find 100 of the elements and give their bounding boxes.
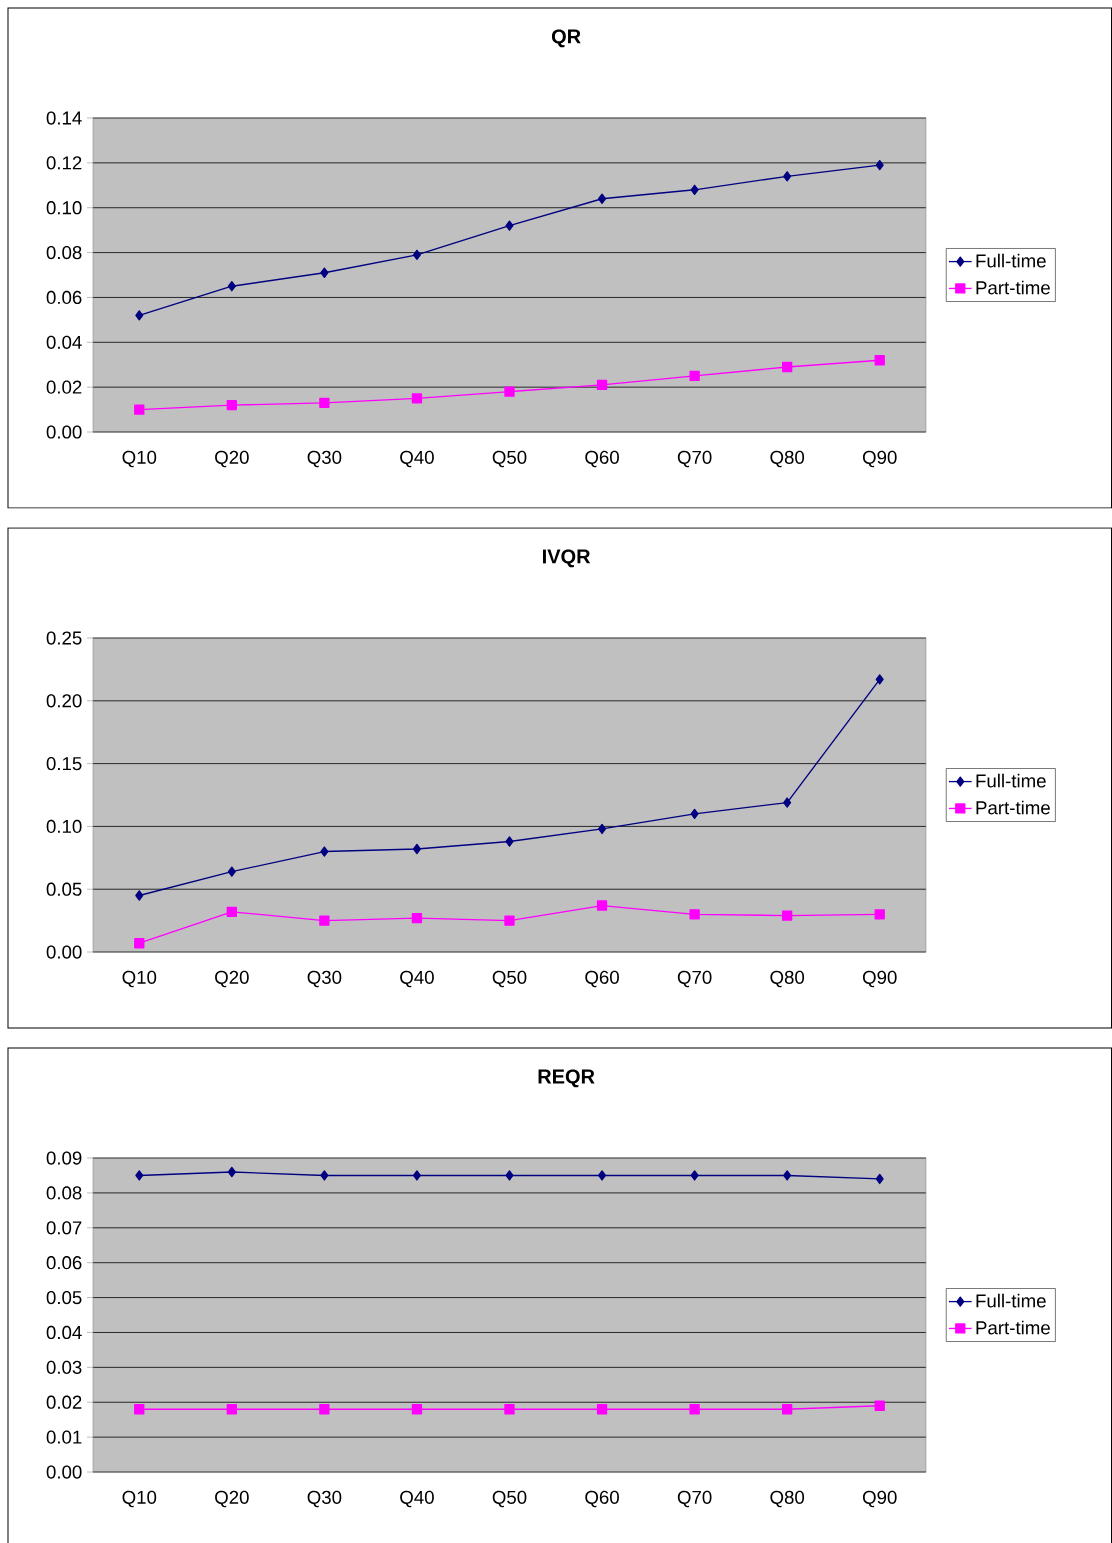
point xyxy=(783,1170,792,1181)
point xyxy=(227,1166,236,1178)
y-tick-label: 0.20 xyxy=(46,694,82,708)
point xyxy=(226,399,237,411)
point xyxy=(504,386,515,397)
point xyxy=(781,910,793,921)
point xyxy=(875,1173,884,1185)
x-tick-label: Q10 xyxy=(122,450,157,468)
y-tick-label: 0.03 xyxy=(46,1360,82,1374)
x-tick-label: Q40 xyxy=(400,1490,434,1508)
point xyxy=(598,193,607,204)
point xyxy=(226,1404,237,1415)
point xyxy=(134,938,145,949)
point xyxy=(411,1404,423,1415)
point xyxy=(134,1404,145,1415)
x-tick-label: Q20 xyxy=(215,1490,249,1508)
point xyxy=(874,1400,885,1411)
y-tick-label: 0.06 xyxy=(46,1256,82,1270)
y-tick-label: 0.25 xyxy=(46,631,82,645)
point xyxy=(875,159,884,171)
point xyxy=(781,1404,793,1415)
x-tick-label: Q60 xyxy=(585,1490,619,1508)
x-tick-label: Q70 xyxy=(677,450,712,468)
point xyxy=(598,823,607,835)
legend-label: Full-time xyxy=(976,1293,1046,1308)
y-tick-label: 0.00 xyxy=(46,425,82,439)
point xyxy=(319,915,330,926)
point xyxy=(412,843,421,855)
point xyxy=(135,1170,144,1181)
point xyxy=(504,1404,515,1415)
point xyxy=(412,1170,421,1181)
point xyxy=(227,866,236,877)
x-tick-label: Q10 xyxy=(122,1490,157,1508)
chart-title: REQR xyxy=(538,1069,595,1088)
point xyxy=(412,249,421,260)
x-tick-label: Q80 xyxy=(770,970,805,988)
point xyxy=(134,404,145,415)
point xyxy=(598,1170,607,1181)
y-tick-label: 0.05 xyxy=(46,882,82,896)
y-tick-label: 0.05 xyxy=(46,1290,82,1305)
x-tick-label: Q30 xyxy=(307,1490,342,1508)
y-tick-label: 0.12 xyxy=(46,156,82,170)
x-tick-label: Q80 xyxy=(770,1490,805,1508)
point xyxy=(874,909,885,920)
x-tick-label: Q40 xyxy=(400,970,434,988)
point xyxy=(319,397,330,409)
y-tick-label: 0.04 xyxy=(46,335,82,349)
chart-title: IVQR xyxy=(543,549,591,568)
point xyxy=(320,267,329,278)
point xyxy=(135,310,144,321)
chart-title: QR xyxy=(551,29,581,48)
point xyxy=(135,890,144,901)
point xyxy=(596,1404,608,1415)
point xyxy=(226,906,237,917)
point xyxy=(875,674,884,685)
y-tick-label: 0.10 xyxy=(46,201,82,215)
y-tick-label: 0.00 xyxy=(46,1465,82,1479)
y-tick-label: 0.06 xyxy=(46,290,82,305)
point xyxy=(320,1170,329,1181)
y-tick-label: 0.15 xyxy=(46,756,82,771)
point xyxy=(505,836,514,847)
y-tick-label: 0.02 xyxy=(46,380,82,394)
point xyxy=(783,171,792,182)
x-tick-label: Q60 xyxy=(585,450,619,468)
x-tick-label: Q30 xyxy=(307,450,342,468)
y-tick-label: 0.01 xyxy=(46,1430,82,1444)
y-tick-label: 0.08 xyxy=(46,1186,82,1200)
point xyxy=(690,1170,699,1181)
x-tick-label: Q70 xyxy=(677,970,712,988)
y-tick-label: 0.02 xyxy=(46,1395,82,1409)
x-tick-label: Q50 xyxy=(492,1490,527,1508)
point xyxy=(505,1170,514,1181)
x-tick-label: Q20 xyxy=(215,970,249,988)
legend-label: Part-time xyxy=(976,1320,1050,1335)
point xyxy=(411,912,423,924)
x-tick-label: Q10 xyxy=(122,970,157,988)
point xyxy=(505,220,514,231)
point xyxy=(690,184,699,195)
point xyxy=(689,1404,700,1415)
y-tick-label: 0.09 xyxy=(46,1151,82,1165)
point xyxy=(596,379,608,391)
point xyxy=(783,797,792,808)
y-tick-label: 0.00 xyxy=(46,945,82,959)
legend-label: Part-time xyxy=(976,280,1050,295)
x-tick-label: Q80 xyxy=(770,450,805,468)
x-tick-label: Q60 xyxy=(585,970,619,988)
legend-label: Full-time xyxy=(976,253,1046,268)
x-tick-label: Q20 xyxy=(215,450,249,468)
x-tick-label: Q50 xyxy=(492,450,527,468)
x-tick-label: Q90 xyxy=(862,1490,897,1508)
y-tick-label: 0.10 xyxy=(46,819,82,834)
x-tick-label: Q50 xyxy=(492,970,527,988)
point xyxy=(320,846,329,857)
point xyxy=(689,370,700,382)
x-tick-label: Q30 xyxy=(307,970,342,988)
x-tick-label: Q90 xyxy=(862,970,897,988)
point xyxy=(504,915,515,926)
x-tick-label: Q90 xyxy=(862,450,897,468)
legend-label: Full-time xyxy=(976,773,1046,788)
point xyxy=(874,355,885,366)
